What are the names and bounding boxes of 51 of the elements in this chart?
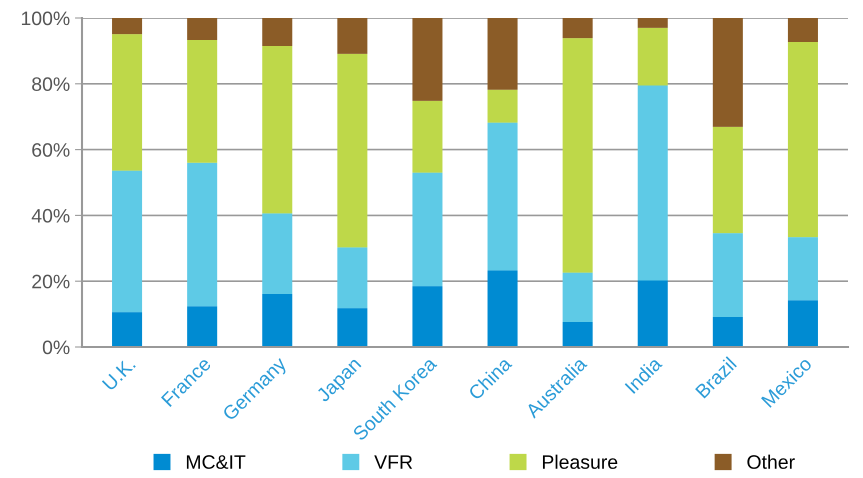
- bar: [412, 100, 442, 173]
- bar: [488, 18, 518, 90]
- bar: [788, 18, 818, 42]
- bar: [562, 18, 593, 38]
- legend-label: Other: [747, 454, 795, 469]
- bar: [262, 213, 292, 294]
- bar: [337, 308, 368, 347]
- bar: [112, 312, 142, 347]
- bar: [638, 85, 668, 281]
- bar: [187, 40, 218, 163]
- bar: [488, 270, 518, 347]
- bar: [337, 18, 368, 54]
- bar: [337, 247, 368, 308]
- y-tick-label: 0%: [42, 340, 70, 354]
- bar: [412, 18, 442, 101]
- bar: [712, 317, 743, 347]
- bar: [112, 34, 142, 171]
- bar: [337, 54, 368, 248]
- bar: [788, 42, 818, 238]
- bar: [562, 38, 593, 273]
- bar: [262, 294, 292, 347]
- bar: [712, 18, 743, 127]
- bar: [187, 18, 218, 40]
- bar: [562, 322, 593, 347]
- bar: [112, 170, 142, 312]
- bar: [412, 172, 442, 286]
- bar: [187, 306, 218, 347]
- bar: [488, 122, 518, 270]
- bar: [712, 233, 743, 318]
- bar: [788, 237, 818, 300]
- bar: [712, 126, 743, 234]
- bar: [638, 18, 668, 28]
- bar: [262, 46, 292, 214]
- y-tick-label: 60%: [32, 143, 70, 157]
- legend-label: Pleasure: [542, 454, 618, 469]
- bar: [488, 90, 518, 123]
- bar: [638, 28, 668, 86]
- bar: [562, 272, 593, 322]
- bar: [187, 162, 218, 306]
- x-tick-label: U.K.: [102, 357, 136, 392]
- legend-label: VFR: [374, 455, 412, 469]
- y-tick-label: 100%: [22, 11, 70, 26]
- y-tick-label: 80%: [32, 77, 70, 92]
- y-tick-label: 20%: [32, 274, 70, 288]
- bar: [412, 286, 442, 347]
- y-tick-label: 40%: [32, 208, 70, 223]
- bar: [262, 18, 292, 46]
- bar: [788, 300, 818, 347]
- bar: [112, 18, 142, 34]
- bar: [638, 280, 668, 347]
- legend-label: MC&IT: [186, 455, 246, 469]
